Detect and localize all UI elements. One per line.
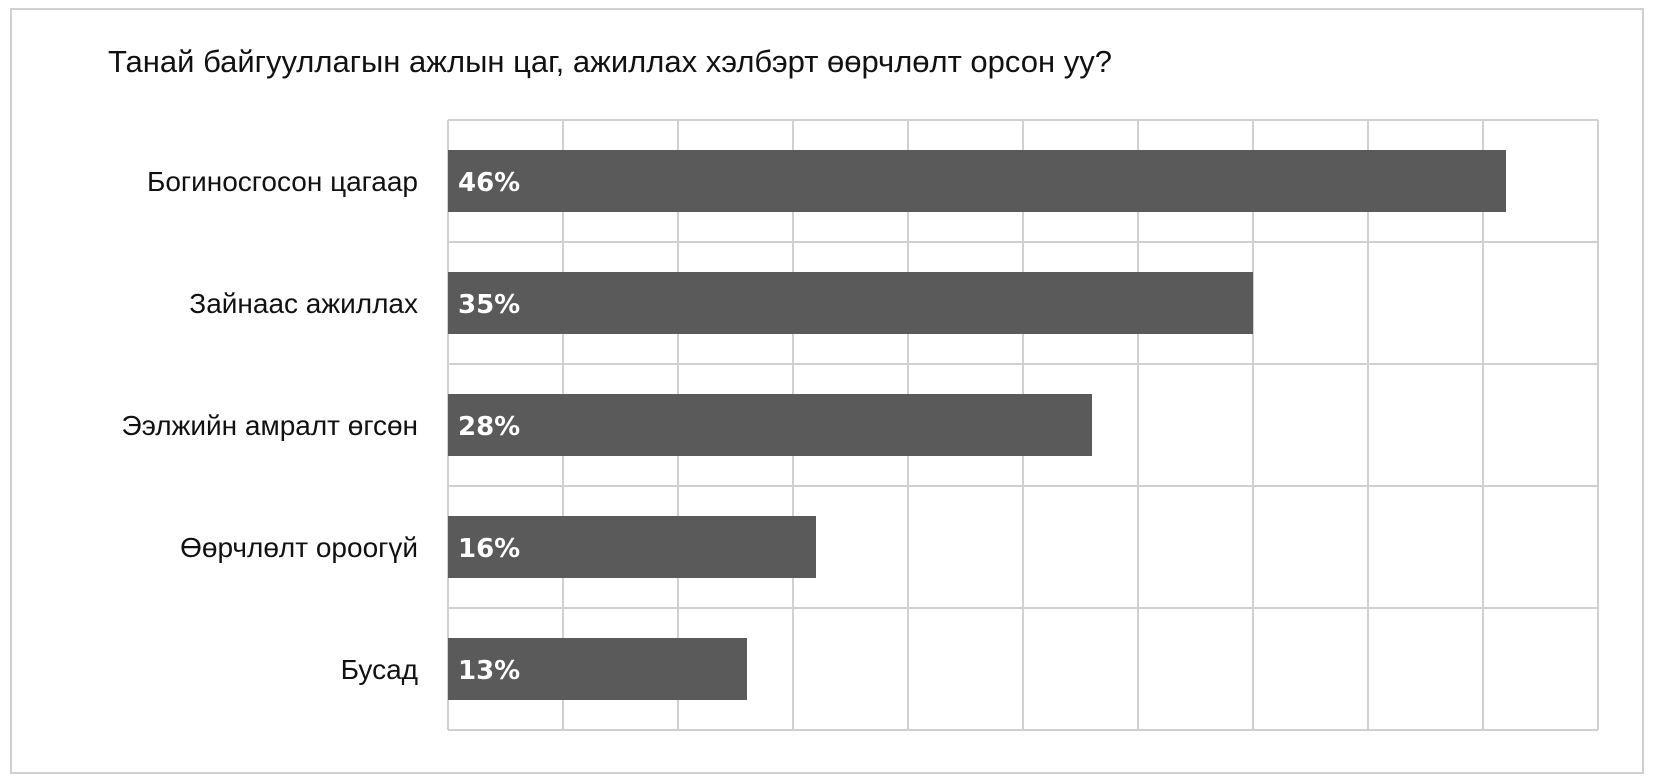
chart-title: Танай байгууллагын ажлын цаг, ажиллах хэ… [108,44,1112,79]
bar [448,150,1506,212]
chart-frame [10,8,1644,774]
data-label: 28% [458,412,520,442]
labels: 46% Богиносгосон цагаар 35% Зайнаас ажиллах… [121,166,520,686]
gridlines [447,119,1599,731]
data-label: 13% [458,656,520,686]
data-label: 35% [458,290,520,320]
bar [448,638,747,700]
bars [448,150,1506,700]
bar [448,394,1092,456]
category-label: Ээлжийн амралт өгсөн [121,410,418,441]
data-label: 46% [458,168,520,198]
bar [448,516,816,578]
data-label: 16% [458,534,520,564]
category-label: Богиносгосон цагаар [147,166,418,197]
category-label: Зайнаас ажиллах [189,288,418,319]
category-label: Өөрчлөлт ороогүй [180,532,418,563]
category-label: Бусад [341,654,418,685]
bar [448,272,1253,334]
